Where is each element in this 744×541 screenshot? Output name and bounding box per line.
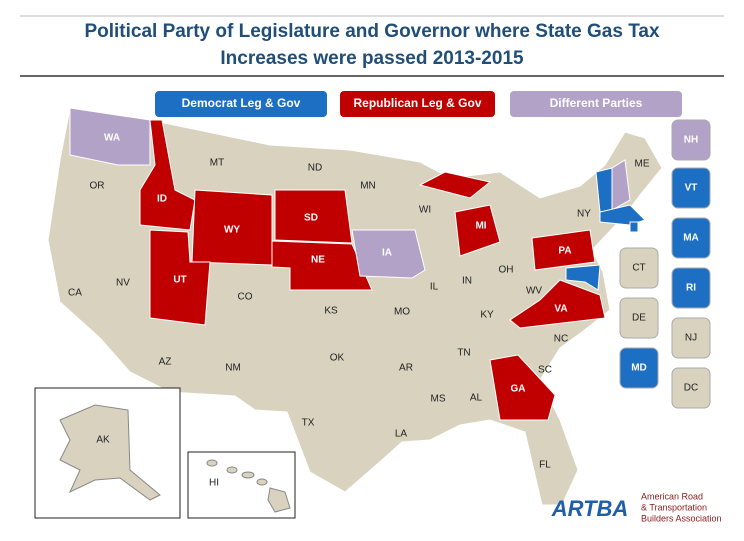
state-label: NV: [116, 278, 130, 289]
callout-box: [619, 247, 659, 289]
hawaii-shape: [206, 459, 291, 513]
state-shape: [509, 279, 606, 329]
state-label: IL: [430, 282, 439, 293]
state-label: UT: [173, 275, 186, 286]
title-line: Political Party of Legislature and Gover…: [84, 21, 660, 42]
state-label: KY: [480, 310, 494, 321]
callout-box: [619, 347, 659, 389]
callout-box: [671, 167, 711, 209]
state-label: AR: [399, 363, 413, 374]
state-shape: [531, 229, 596, 271]
state-label: ME: [635, 159, 650, 170]
state-label: MI: [475, 221, 486, 232]
state-label: AZ: [159, 357, 172, 368]
state-label: WV: [526, 286, 542, 297]
state-label: AK: [96, 435, 110, 446]
state-labels: WA OR CA NV ID MT WY UT AZ CO NM ND SD NE KS OK TX MN IA MO…: [68, 133, 650, 489]
state-label: KS: [324, 306, 338, 317]
state-label: WA: [104, 133, 120, 144]
callout-label: RI: [686, 283, 696, 294]
callout-label: CT: [632, 263, 645, 274]
state-label: NY: [577, 209, 591, 220]
state-label: IA: [382, 248, 392, 259]
state-label: ID: [157, 194, 167, 205]
state-label: OK: [330, 353, 345, 364]
callout-box: [619, 297, 659, 339]
state-shape: [149, 229, 211, 326]
state-label: WY: [224, 225, 240, 236]
state-shape: [139, 119, 196, 231]
legend-label: Democrat Leg & Gov: [182, 96, 301, 110]
legend-label: Republican Leg & Gov: [353, 96, 481, 110]
logo-text: Builders Association: [641, 513, 722, 523]
state-label: IN: [462, 276, 472, 287]
state-label: ND: [308, 163, 322, 174]
state-label: TN: [457, 348, 470, 359]
state-label: OH: [499, 265, 514, 276]
state-label: VA: [554, 304, 567, 315]
state-shape: [565, 264, 601, 291]
callout-box: [671, 119, 711, 161]
logo: ARTBA American Road & Transportation Bui…: [551, 491, 722, 523]
state-label: NE: [311, 255, 325, 266]
alaska-shape: [59, 404, 161, 501]
state-label: HI: [209, 478, 219, 489]
legend-box: [340, 91, 495, 117]
callout-box: [671, 217, 711, 259]
state-label: OR: [90, 181, 105, 192]
state-label: NC: [554, 334, 568, 345]
state-shape: [418, 171, 492, 199]
state-shape: [274, 189, 353, 244]
callout-label: NJ: [685, 333, 697, 344]
logo-mark: ARTBA: [551, 496, 629, 521]
state-label: NM: [225, 363, 241, 374]
state-label: MO: [394, 307, 410, 318]
state-label: MS: [431, 394, 446, 405]
state-label: PA: [558, 246, 571, 257]
state-label: MN: [360, 181, 376, 192]
legend-box: [510, 91, 682, 117]
state-label: TX: [302, 418, 315, 429]
state-label: CO: [238, 292, 253, 303]
legend-box: [155, 91, 327, 117]
state-label: CA: [68, 288, 82, 299]
legend-label: Different Parties: [550, 96, 643, 110]
logo-text: & Transportation: [641, 502, 707, 512]
state-shape: [454, 204, 501, 257]
state-label: AL: [470, 393, 483, 404]
callout-box: [671, 267, 711, 309]
callout-label: VT: [685, 183, 698, 194]
state-shape: [351, 229, 426, 279]
state-label: FL: [539, 460, 551, 471]
state-label: SD: [304, 213, 318, 224]
logo-text: American Road: [641, 491, 703, 501]
title-line: Increases were passed 2013-2015: [220, 48, 524, 69]
callout-box: [671, 367, 711, 409]
state-label: GA: [511, 384, 526, 395]
callout-box: [671, 317, 711, 359]
legend: Democrat Leg & Gov Republican Leg & Gov Di…: [155, 91, 682, 117]
callout-label: DC: [684, 383, 698, 394]
state-shape: [629, 221, 639, 233]
state-label: WI: [419, 205, 431, 216]
state-shape: [69, 107, 151, 166]
state-label: MT: [210, 158, 224, 169]
small-state-boxes: NH VT MA RI CT DE MD NJ DC: [619, 119, 711, 409]
state-shape: [489, 354, 556, 421]
callout-label: MD: [631, 363, 647, 374]
callout-label: NH: [684, 135, 698, 146]
state-shape: [271, 240, 373, 291]
state-shapes: [69, 107, 646, 421]
callout-label: DE: [632, 313, 646, 324]
state-label: SC: [538, 365, 552, 376]
callout-label: MA: [683, 233, 699, 244]
state-label: LA: [395, 429, 408, 440]
